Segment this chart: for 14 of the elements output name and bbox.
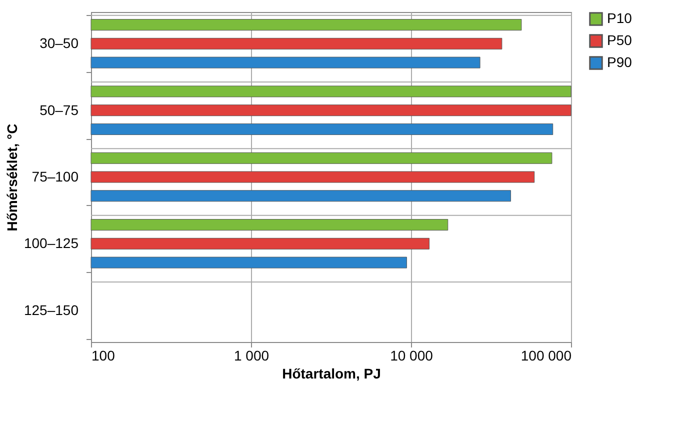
- x-axis-title: Hőtartalom, PJ: [282, 366, 381, 382]
- x-tick-label: 100: [92, 348, 116, 364]
- legend-label: P50: [607, 32, 632, 48]
- y-tick-label: 50–75: [40, 102, 79, 118]
- y-tick-label: 75–100: [32, 168, 79, 184]
- legend-label: P10: [607, 10, 632, 26]
- y-axis-title: Hőmérséklet, °C: [4, 124, 20, 232]
- x-tick-label: 100 000: [520, 348, 572, 364]
- y-tick-label: 125–150: [24, 302, 79, 318]
- x-tick-label: 10 000: [390, 348, 434, 364]
- x-tick-label: 1 000: [234, 348, 270, 364]
- y-tick-label: 100–125: [24, 235, 79, 252]
- y-tick-label: 30–50: [40, 35, 79, 52]
- legend-label: P90: [607, 54, 632, 70]
